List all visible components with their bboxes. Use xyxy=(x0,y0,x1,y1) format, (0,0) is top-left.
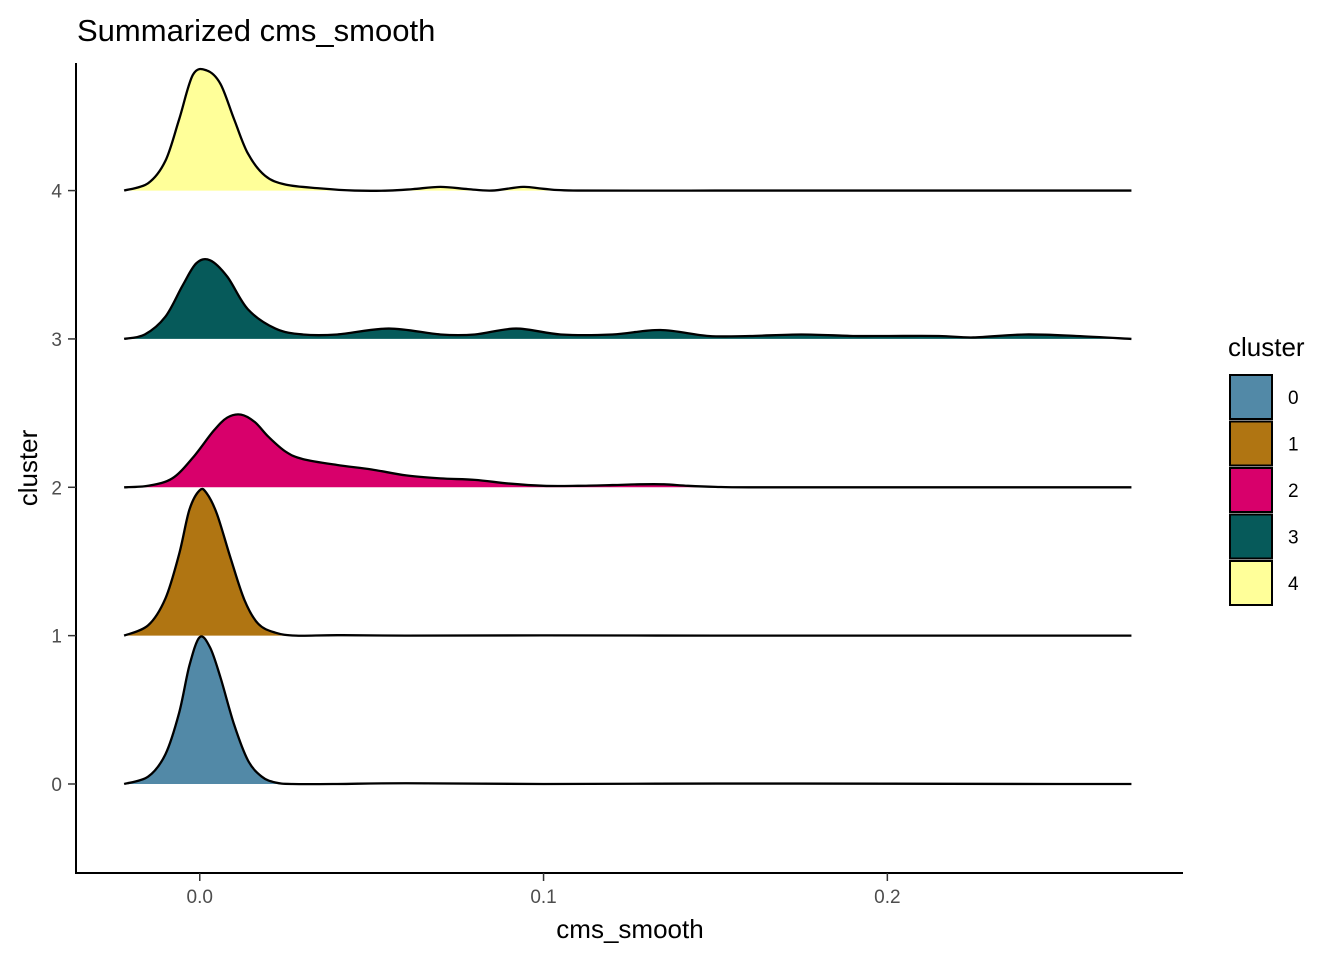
ridge-area-cluster-2 xyxy=(124,414,1132,488)
x-tick-label: 0.2 xyxy=(874,887,900,908)
y-axis-title: cluster xyxy=(13,429,43,506)
legend-label-2: 2 xyxy=(1288,481,1299,502)
legend-swatch-3 xyxy=(1229,513,1273,560)
legend-label-3: 3 xyxy=(1288,528,1299,549)
ridge-area-cluster-4 xyxy=(124,68,1132,191)
x-axis-ticks: 0.0 0.1 0.2 xyxy=(187,873,901,908)
ridge-cluster-4 xyxy=(123,67,1132,192)
y-tick-label: 3 xyxy=(51,330,62,351)
ridge-area-cluster-0 xyxy=(124,636,1132,785)
legend-item-0: 0 xyxy=(1229,374,1299,420)
ridges xyxy=(123,67,1132,786)
ridge-line-cluster-4 xyxy=(123,67,1132,192)
legend-item-3: 3 xyxy=(1229,513,1299,560)
ridge-line-cluster-3 xyxy=(123,258,1132,341)
ridge-cluster-3 xyxy=(123,258,1132,341)
ridge-line-cluster-2 xyxy=(124,413,1132,489)
ridge-cluster-1 xyxy=(123,487,1132,637)
ridge-area-cluster-3 xyxy=(124,259,1132,339)
ridge-cluster-0 xyxy=(123,635,1132,786)
legend-swatch-1 xyxy=(1229,420,1273,467)
ridge-line-cluster-0 xyxy=(123,635,1132,786)
legend-item-1: 1 xyxy=(1229,420,1299,467)
y-axis-ticks: 0 1 2 3 4 xyxy=(51,182,76,796)
legend-swatch-2 xyxy=(1229,467,1273,513)
legend-label-1: 1 xyxy=(1288,435,1299,456)
y-tick-label: 0 xyxy=(51,775,62,796)
x-axis-title: cms_smooth xyxy=(556,914,703,944)
ridge-area-cluster-1 xyxy=(124,488,1132,636)
legend-label-0: 0 xyxy=(1288,388,1299,409)
y-tick-label: 4 xyxy=(51,182,62,203)
legend: cluster 0 1 2 3 4 xyxy=(1228,332,1305,606)
legend-swatch-4 xyxy=(1229,560,1273,606)
legend-swatch-0 xyxy=(1229,374,1273,420)
x-tick-label: 0.1 xyxy=(530,887,556,908)
legend-items: 0 1 2 3 4 xyxy=(1229,374,1299,606)
legend-item-2: 2 xyxy=(1229,467,1299,513)
ridge-line-cluster-1 xyxy=(123,487,1132,637)
legend-item-4: 4 xyxy=(1229,560,1299,606)
chart-title: Summarized cms_smooth xyxy=(77,13,435,48)
ridge-cluster-2 xyxy=(124,413,1132,489)
legend-title: cluster xyxy=(1228,332,1305,362)
legend-label-4: 4 xyxy=(1288,574,1299,595)
y-tick-label: 1 xyxy=(51,627,62,648)
y-tick-label: 2 xyxy=(51,478,62,499)
x-tick-label: 0.0 xyxy=(187,887,213,908)
